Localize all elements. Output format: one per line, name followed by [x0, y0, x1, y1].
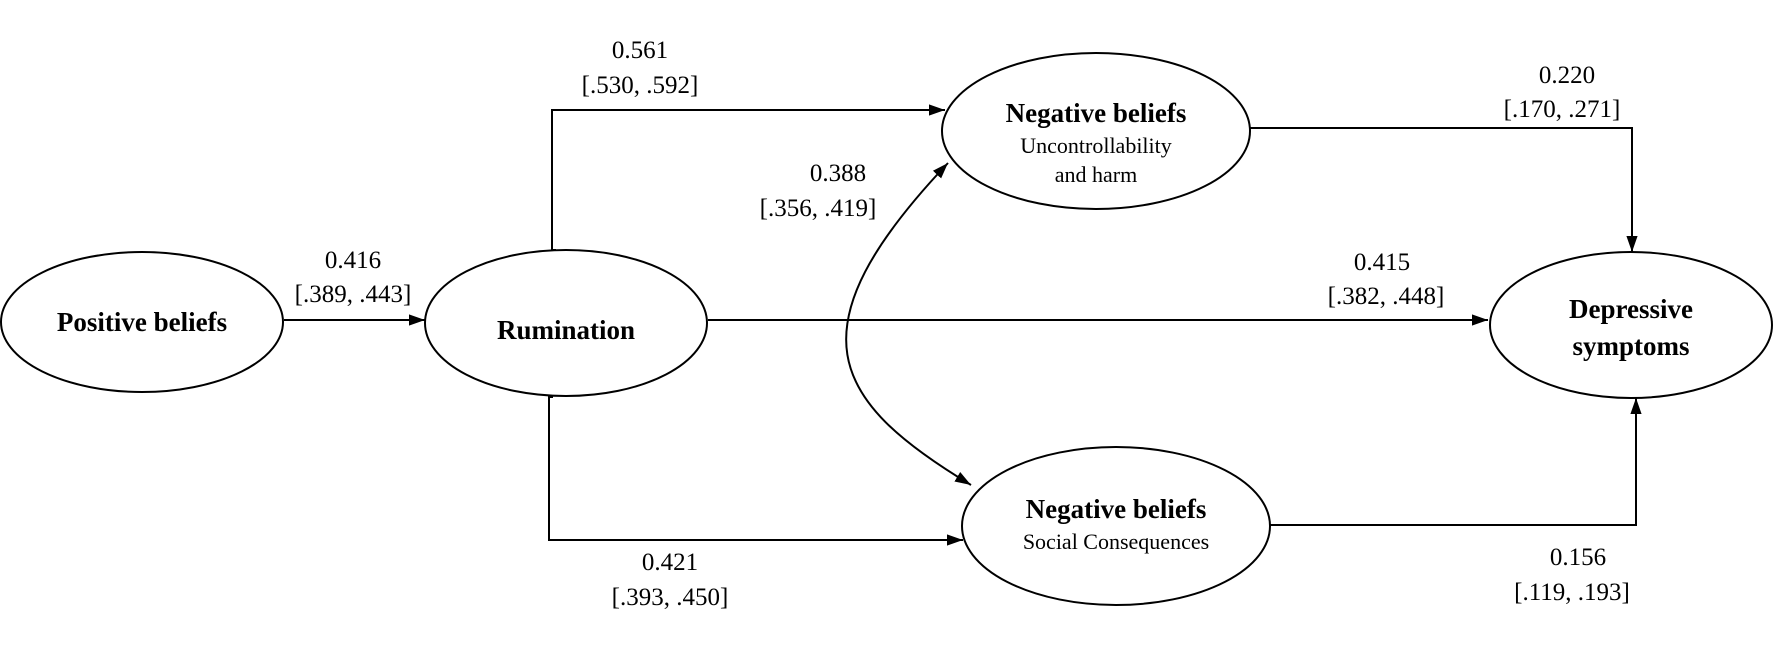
edge-negative-beliefs-covariance — [845, 162, 972, 486]
ci-rumination-to-depressive: [.382, .448] — [1328, 283, 1445, 310]
coef-positive-to-rumination: 0.416 — [325, 247, 381, 274]
coef-rumination-to-uncontrollability: 0.561 — [612, 37, 668, 64]
node-depressive-title-line2: symptoms — [1572, 331, 1689, 361]
node-social-subtitle: Social Consequences — [1023, 529, 1209, 554]
node-depressive-symptoms: Depressive symptoms — [1489, 251, 1773, 399]
ci-positive-to-rumination: [.389, .443] — [295, 281, 412, 308]
label-positive-to-rumination: 0.416 [.389, .443] — [295, 247, 412, 308]
label-uncontrollability-to-depressive: 0.220 [.170, .271] — [1504, 62, 1621, 123]
node-rumination-title: Rumination — [497, 315, 635, 345]
coef-rumination-to-depressive: 0.415 — [1354, 249, 1410, 276]
node-uncontrollability-title: Negative beliefs — [1006, 98, 1187, 128]
coef-uncontrollability-to-depressive: 0.220 — [1539, 62, 1595, 89]
ci-rumination-to-social: [.393, .450] — [612, 584, 729, 611]
node-positive-beliefs: Positive beliefs — [0, 251, 284, 393]
node-negative-beliefs-uncontrollability: Negative beliefs Uncontrollability and h… — [941, 52, 1251, 210]
label-rumination-to-uncontrollability: 0.561 [.530, .592] — [582, 37, 699, 99]
coef-negative-beliefs-covariance: 0.388 — [810, 160, 866, 187]
node-social-title: Negative beliefs — [1026, 494, 1207, 524]
label-social-to-depressive: 0.156 [.119, .193] — [1514, 544, 1630, 606]
edge-rumination-to-uncontrollability — [551, 104, 945, 251]
node-negative-beliefs-social: Negative beliefs Social Consequences — [961, 446, 1271, 606]
ci-uncontrollability-to-depressive: [.170, .271] — [1504, 96, 1621, 123]
ci-social-to-depressive: [.119, .193] — [1514, 579, 1630, 606]
node-uncontrollability-subtitle-line2: and harm — [1055, 162, 1137, 187]
edge-rumination-to-social — [548, 396, 963, 546]
label-rumination-to-social: 0.421 [.393, .450] — [612, 549, 729, 611]
edge-social-to-depressive — [1266, 398, 1642, 526]
ci-negative-beliefs-covariance: [.356, .419] — [760, 195, 877, 222]
ci-rumination-to-uncontrollability: [.530, .592] — [582, 72, 699, 99]
label-rumination-to-depressive: 0.415 [.382, .448] — [1328, 249, 1445, 310]
node-positive-beliefs-title: Positive beliefs — [57, 307, 227, 337]
edge-uncontrollability-to-depressive — [1250, 127, 1638, 252]
coef-social-to-depressive: 0.156 — [1550, 544, 1606, 571]
node-uncontrollability-subtitle-line1: Uncontrollability — [1020, 133, 1172, 158]
node-rumination: Rumination — [424, 249, 708, 397]
coef-rumination-to-social: 0.421 — [642, 549, 698, 576]
label-negative-beliefs-covariance: 0.388 [.356, .419] — [760, 160, 877, 222]
node-depressive-title-line1: Depressive — [1569, 294, 1693, 324]
